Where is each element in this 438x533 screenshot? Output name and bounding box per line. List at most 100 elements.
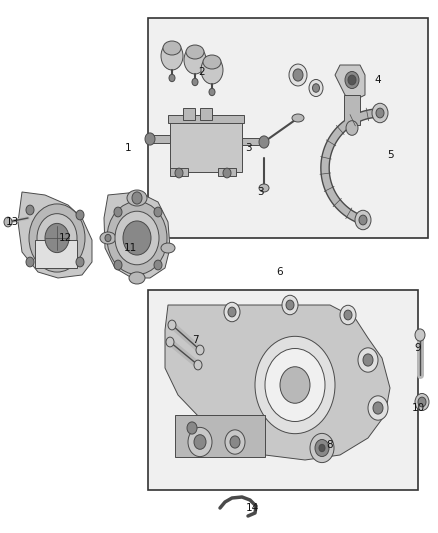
Circle shape bbox=[187, 422, 197, 434]
Bar bbox=[148, 18, 428, 238]
Ellipse shape bbox=[259, 184, 269, 192]
Circle shape bbox=[346, 120, 358, 135]
Circle shape bbox=[293, 69, 303, 81]
Text: 10: 10 bbox=[411, 403, 424, 413]
Bar bbox=[200, 108, 212, 120]
Circle shape bbox=[348, 75, 356, 85]
Circle shape bbox=[194, 435, 206, 449]
Ellipse shape bbox=[203, 55, 221, 69]
Polygon shape bbox=[165, 305, 390, 460]
Circle shape bbox=[415, 329, 425, 341]
Ellipse shape bbox=[163, 41, 181, 55]
Circle shape bbox=[230, 436, 240, 448]
Polygon shape bbox=[335, 65, 365, 100]
Ellipse shape bbox=[161, 42, 183, 70]
Circle shape bbox=[154, 207, 162, 217]
Text: 7: 7 bbox=[192, 335, 198, 345]
Circle shape bbox=[37, 214, 77, 262]
Circle shape bbox=[114, 260, 122, 270]
Text: 2: 2 bbox=[199, 67, 205, 77]
Circle shape bbox=[282, 295, 298, 314]
Ellipse shape bbox=[100, 232, 116, 244]
Circle shape bbox=[345, 71, 359, 88]
Circle shape bbox=[209, 88, 215, 95]
Circle shape bbox=[289, 64, 307, 86]
Text: 12: 12 bbox=[58, 233, 72, 243]
Text: 3: 3 bbox=[257, 187, 263, 197]
Circle shape bbox=[418, 397, 426, 407]
Circle shape bbox=[355, 210, 371, 230]
Circle shape bbox=[344, 310, 352, 320]
Text: 14: 14 bbox=[245, 503, 258, 513]
Circle shape bbox=[340, 305, 356, 325]
Circle shape bbox=[225, 430, 245, 454]
Circle shape bbox=[115, 211, 159, 265]
Circle shape bbox=[114, 207, 122, 217]
Circle shape bbox=[310, 433, 334, 463]
Ellipse shape bbox=[184, 46, 206, 74]
Bar bbox=[150, 135, 170, 143]
Circle shape bbox=[255, 336, 335, 434]
Circle shape bbox=[358, 348, 378, 372]
Circle shape bbox=[372, 103, 388, 123]
Circle shape bbox=[168, 320, 176, 330]
Circle shape bbox=[192, 78, 198, 86]
Bar bbox=[168, 115, 244, 123]
Text: 8: 8 bbox=[327, 440, 333, 450]
Text: 13: 13 bbox=[5, 217, 19, 227]
Circle shape bbox=[196, 345, 204, 355]
Text: 3: 3 bbox=[245, 143, 251, 153]
Ellipse shape bbox=[129, 272, 145, 284]
Circle shape bbox=[26, 257, 34, 267]
Circle shape bbox=[259, 136, 269, 148]
Polygon shape bbox=[104, 192, 170, 278]
Ellipse shape bbox=[292, 114, 304, 122]
Ellipse shape bbox=[127, 190, 147, 206]
Circle shape bbox=[223, 168, 231, 178]
Circle shape bbox=[286, 300, 294, 310]
Circle shape bbox=[265, 349, 325, 422]
Bar bbox=[148, 290, 418, 490]
Circle shape bbox=[166, 337, 174, 347]
Circle shape bbox=[224, 302, 240, 322]
Circle shape bbox=[363, 354, 373, 366]
Bar bbox=[344, 95, 360, 125]
Polygon shape bbox=[18, 192, 92, 278]
Circle shape bbox=[376, 108, 384, 118]
Circle shape bbox=[194, 360, 202, 370]
Ellipse shape bbox=[186, 45, 204, 59]
Circle shape bbox=[123, 221, 151, 255]
Circle shape bbox=[309, 79, 323, 96]
Text: 6: 6 bbox=[277, 267, 283, 277]
Circle shape bbox=[45, 223, 69, 253]
Bar bbox=[170, 120, 242, 172]
Circle shape bbox=[76, 210, 84, 220]
Circle shape bbox=[188, 427, 212, 457]
Circle shape bbox=[154, 260, 162, 270]
Circle shape bbox=[107, 201, 167, 274]
Circle shape bbox=[373, 402, 383, 414]
Circle shape bbox=[315, 440, 329, 457]
Circle shape bbox=[415, 393, 429, 410]
Circle shape bbox=[76, 257, 84, 267]
Circle shape bbox=[29, 204, 85, 272]
Circle shape bbox=[169, 74, 175, 82]
Bar bbox=[242, 138, 264, 145]
Text: 4: 4 bbox=[374, 75, 381, 85]
Text: 1: 1 bbox=[125, 143, 131, 153]
Text: 11: 11 bbox=[124, 243, 137, 253]
Ellipse shape bbox=[161, 243, 175, 253]
Circle shape bbox=[280, 367, 310, 403]
Text: 9: 9 bbox=[415, 343, 421, 353]
Bar bbox=[170, 168, 188, 176]
Circle shape bbox=[145, 133, 155, 145]
Bar bbox=[183, 108, 195, 120]
Circle shape bbox=[319, 445, 325, 451]
Circle shape bbox=[228, 307, 236, 317]
Circle shape bbox=[312, 84, 319, 92]
Circle shape bbox=[132, 192, 142, 204]
Circle shape bbox=[105, 235, 111, 241]
Circle shape bbox=[4, 217, 12, 227]
Bar bbox=[218, 168, 236, 176]
Ellipse shape bbox=[201, 56, 223, 84]
